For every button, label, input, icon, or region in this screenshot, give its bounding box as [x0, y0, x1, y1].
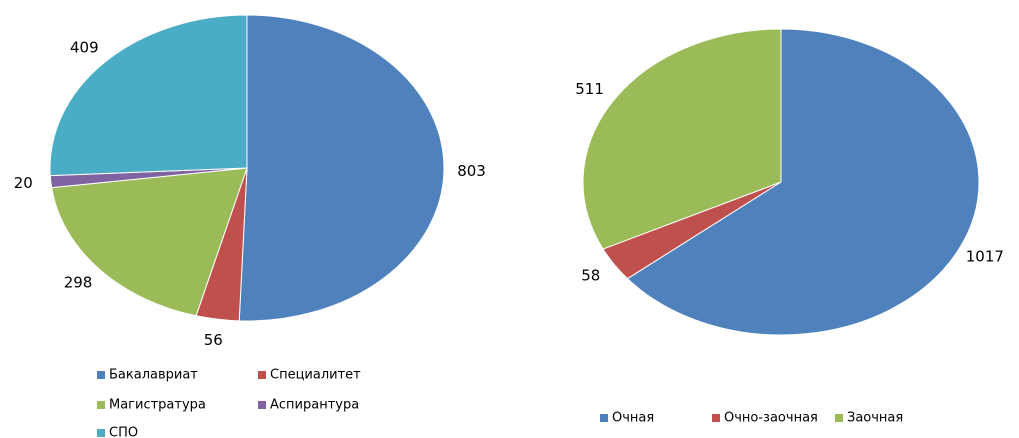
pie-slice — [238, 14, 445, 322]
data-label: 1017 — [966, 247, 1004, 265]
legend-label: СПО — [109, 426, 138, 438]
pie-slice — [626, 28, 980, 336]
data-label: 58 — [581, 266, 600, 284]
legend-label: Бакалавриат — [109, 368, 198, 383]
data-label: 511 — [575, 80, 604, 98]
legend-label: Очно-заочная — [724, 411, 818, 426]
pie-slice — [582, 28, 782, 250]
pie-slice — [51, 167, 248, 317]
legend-swatch — [258, 371, 266, 379]
legend-swatch — [712, 414, 720, 422]
data-label: 409 — [70, 38, 99, 56]
data-label: 56 — [204, 331, 223, 349]
pie-slice — [49, 14, 248, 177]
legend-label: Аспирантура — [270, 398, 359, 413]
legend-swatch — [97, 429, 105, 437]
legend-swatch — [258, 401, 266, 409]
legend-label: Очная — [612, 411, 654, 426]
legend-label: Специалитет — [270, 368, 361, 383]
data-label: 803 — [457, 162, 486, 180]
legend-swatch — [600, 414, 608, 422]
legend-label: Заочная — [847, 411, 903, 426]
data-label: 298 — [64, 273, 93, 291]
legend-swatch — [835, 414, 843, 422]
legend-swatch — [97, 401, 105, 409]
legend-swatch — [97, 371, 105, 379]
data-label: 20 — [14, 174, 33, 192]
legend-label: Магистратура — [109, 398, 206, 413]
